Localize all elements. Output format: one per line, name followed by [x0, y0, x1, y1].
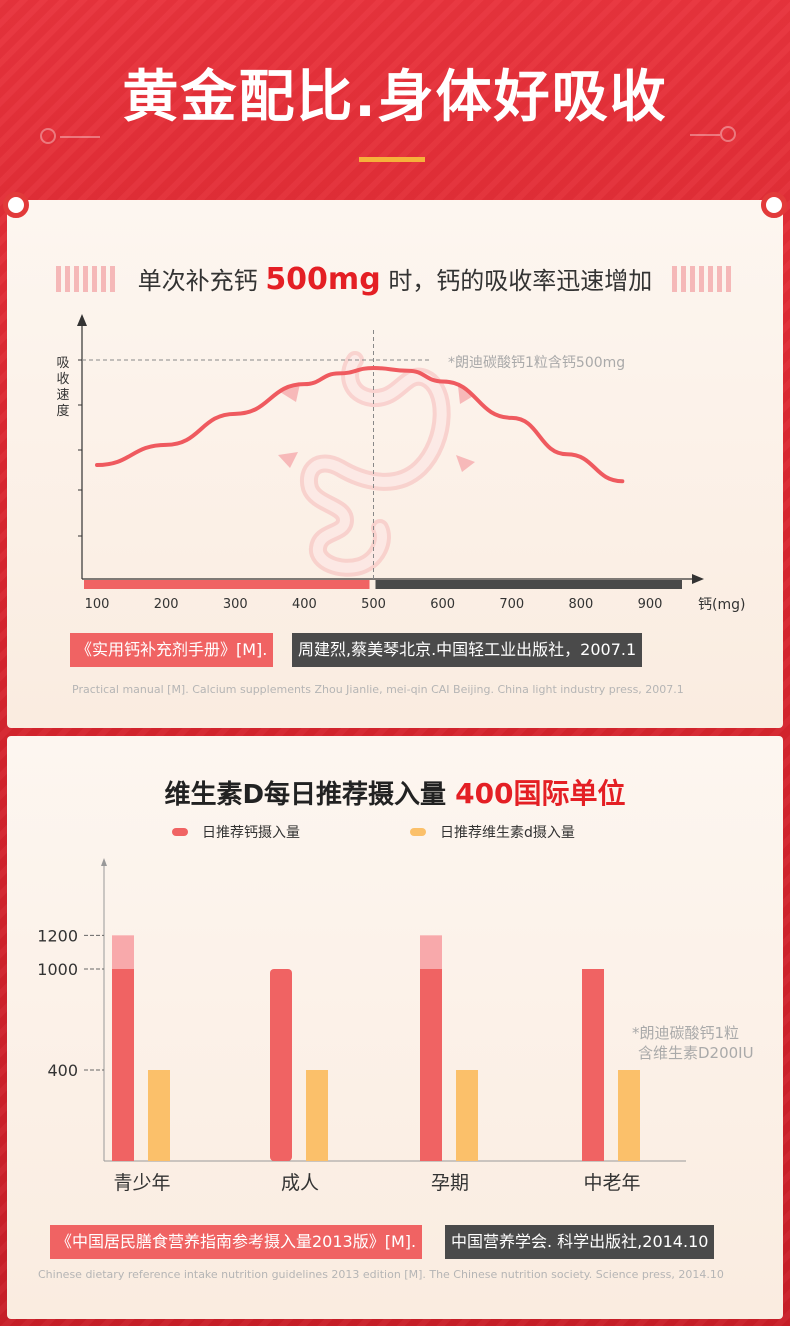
range-bar-low: [84, 580, 370, 589]
vitamin-note-line2: 含维生素D200IU: [638, 1044, 754, 1062]
title-underline: [359, 157, 425, 162]
y-axis-arrow: [77, 314, 87, 326]
absorption-title-post: 时，钙的吸收率迅速增加: [388, 267, 653, 295]
citation2-red: 《中国居民膳食营养指南参考摄入量2013版》[M].: [50, 1225, 423, 1259]
x-tick-label: 300: [223, 597, 248, 612]
vitamin-d-title-pre: 维生素D每日推荐摄入量: [164, 780, 447, 810]
citation-red: 《实用钙补充剂手册》[M].: [70, 633, 274, 667]
citation2-english: Chinese dietary reference intake nutriti…: [38, 1268, 724, 1281]
stomach-illustration: [299, 351, 451, 577]
x-tick-label: 600: [430, 597, 455, 612]
y-axis-label: 吸收速度: [56, 356, 70, 419]
legend-swatch-calcium: [172, 828, 188, 836]
x-tick-label: 400: [292, 597, 317, 612]
legend-swatch-vitamin-d: [410, 828, 426, 836]
title-deco-right: [672, 266, 731, 292]
page-title: 黄金配比.身体好吸收: [122, 65, 668, 130]
absorption-curve: [95, 365, 625, 484]
x-axis-label: 钙(mg): [698, 597, 745, 613]
x-axis-arrow: [692, 574, 704, 584]
absorption-title: 单次补充钙 500mg 时，钙的吸收率迅速增加: [0, 261, 790, 297]
range-bar-high: [375, 580, 682, 589]
x-tick-label: 100: [85, 597, 110, 612]
citation2-dark: 中国营养学会. 科学出版社,2014.10: [445, 1225, 715, 1259]
absorption-title-highlight: 500mg: [265, 262, 381, 297]
x-tick-label: 900: [638, 597, 663, 612]
legend-calcium: 日推荐钙摄入量: [172, 822, 300, 842]
legend-label-calcium: 日推荐钙摄入量: [202, 825, 300, 841]
citation-dark: 周建烈,蔡美琴北京.中国轻工业出版社，2007.1: [292, 633, 643, 667]
product-note: *朗迪碳酸钙1粒含钙500mg: [448, 355, 626, 371]
vitamin-d-title: 维生素D每日推荐摄入量 400国际单位: [0, 772, 790, 812]
vitamin-d-panel: [7, 736, 783, 1319]
x-tick-label: 500: [361, 597, 386, 612]
legend-label-vitamin-d: 日推荐维生素d摄入量: [440, 825, 575, 841]
x-tick-label: 200: [154, 597, 179, 612]
citation-english: Practical manual [M]. Calcium supplement…: [72, 683, 684, 696]
legend-vitamin-d: 日推荐维生素d摄入量: [410, 822, 575, 842]
deco-dash: [60, 136, 100, 138]
vitamin-note-line1: *朗迪碳酸钙1粒: [632, 1024, 740, 1042]
deco-circle: [720, 126, 736, 142]
absorption-title-pre: 单次补充钙: [137, 267, 258, 295]
absorption-chart: 100 200 300 400 500 600 700 800 900 钙(mg): [77, 314, 745, 613]
title-deco-left: [56, 266, 115, 292]
vitamin-d-title-highlight: 400国际单位: [455, 777, 626, 810]
panel-pin-right: [761, 192, 787, 218]
deco-dash: [690, 134, 720, 136]
deco-circle: [40, 128, 56, 144]
arrow-icons: [278, 384, 475, 472]
x-tick-label: 800: [568, 597, 593, 612]
panel-pin-left: [3, 192, 29, 218]
x-tick-label: 700: [499, 597, 524, 612]
